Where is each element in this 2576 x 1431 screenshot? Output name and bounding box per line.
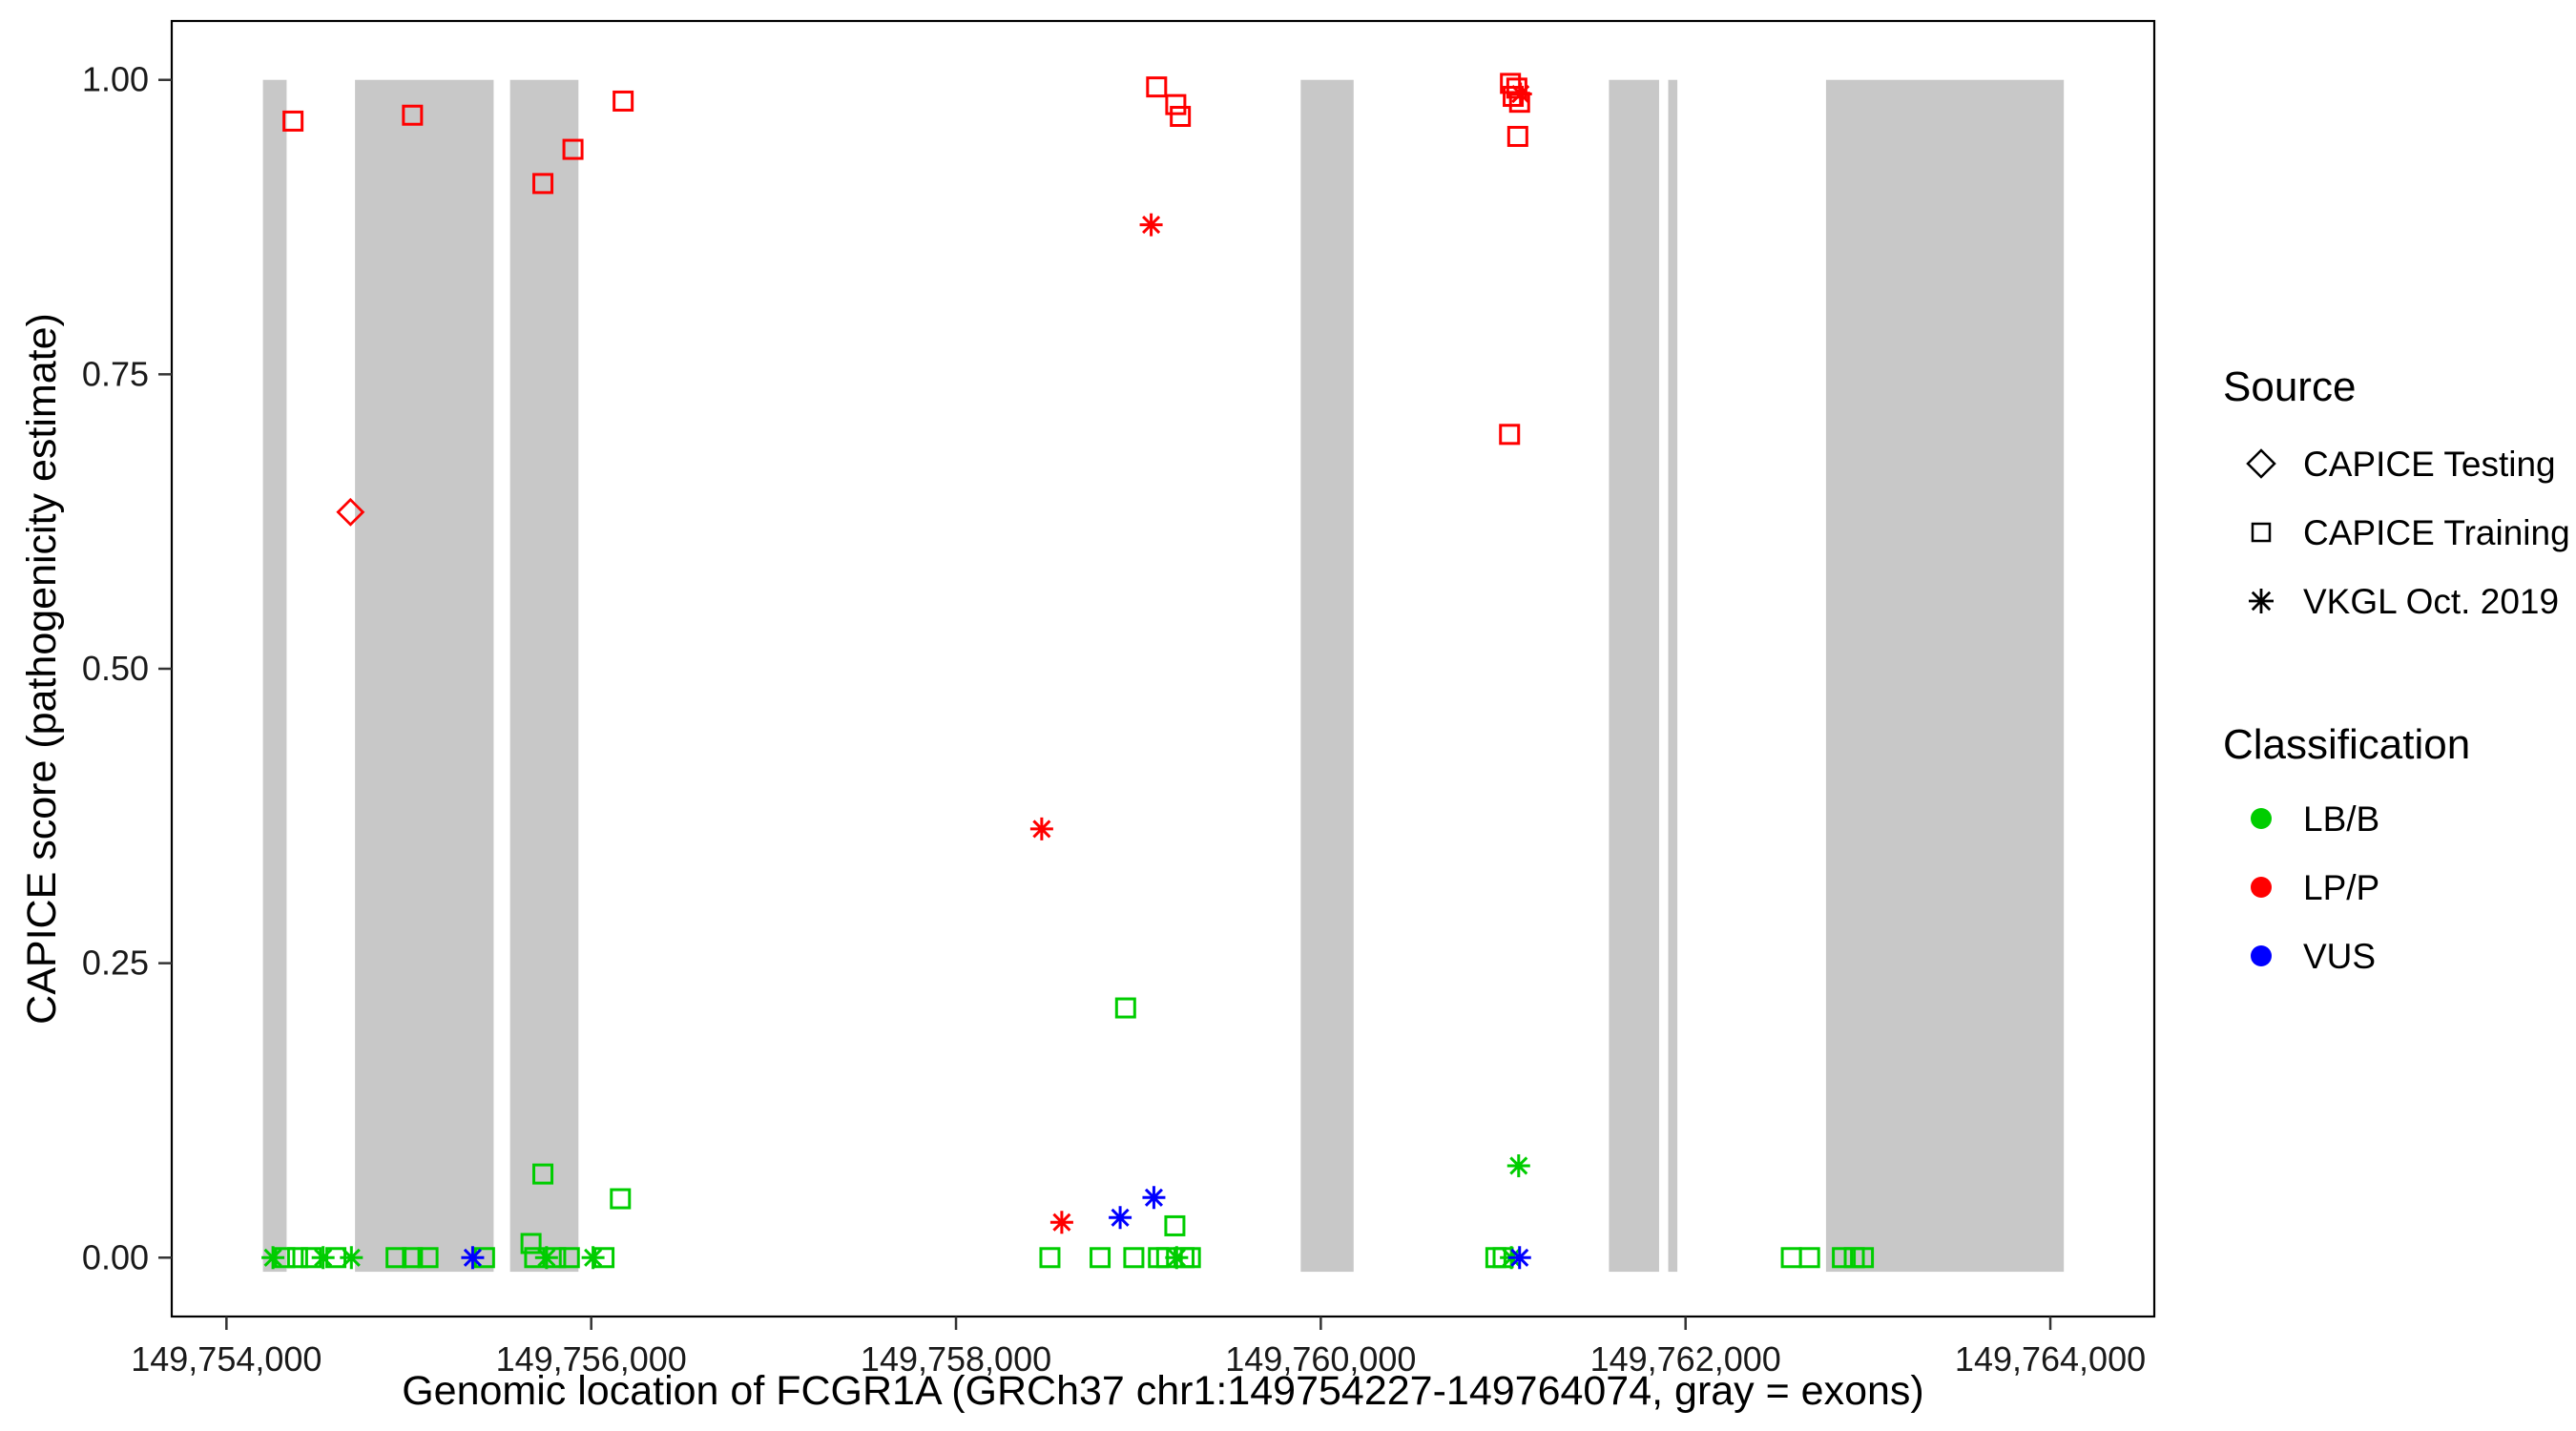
point-square [1123, 1247, 1145, 1269]
point-asterisk [1142, 1186, 1166, 1210]
exon-rect [1668, 79, 1678, 1273]
legend-item-vus: VUS [2251, 937, 2376, 976]
y-tick-label: 1.00 [82, 60, 149, 99]
legend-item-label: VKGL Oct. 2019 [2303, 582, 2559, 621]
point-square [1090, 1247, 1111, 1269]
plot-panel: 149,754,000 149,756,000 149,758,000 149,760… [82, 19, 2156, 1379]
point-asterisk [311, 1246, 335, 1270]
exon-rect [1825, 79, 2065, 1273]
diamond-icon [2246, 448, 2276, 479]
point-square [1039, 1247, 1061, 1269]
point-square [1170, 105, 1192, 127]
point-square [1506, 125, 1528, 147]
point-square [1499, 424, 1521, 446]
point-square [1146, 76, 1168, 98]
square-icon [2251, 522, 2272, 543]
point-square [1853, 1247, 1875, 1269]
exon-rect [509, 79, 579, 1273]
legend-item-capice-testing: CAPICE Testing [2246, 445, 2556, 484]
point-square [520, 1233, 542, 1255]
point-square [1780, 1247, 1802, 1269]
point-square [1114, 997, 1136, 1019]
legend-item-label: LB/B [2303, 799, 2379, 839]
y-tick-label: 0.25 [82, 944, 149, 983]
point-asterisk [1506, 1153, 1530, 1177]
point-asterisk [461, 1246, 485, 1270]
point-square [558, 1247, 580, 1269]
legend-item-label: LP/P [2303, 868, 2379, 907]
point-square [282, 110, 304, 132]
point-square [532, 1163, 554, 1185]
legend-source-title: Source [2223, 363, 2356, 410]
x-tick-label: 149,762,000 [1590, 1339, 1781, 1379]
point-square [610, 1188, 632, 1210]
legend: Source CAPICE Testing CAPICE Training VK… [2223, 363, 2570, 976]
point-asterisk [1507, 1246, 1531, 1270]
y-tick-label: 0.75 [82, 354, 149, 393]
point-asterisk [261, 1246, 285, 1270]
legend-item-vkgl: VKGL Oct. 2019 [2249, 582, 2559, 621]
legend-item-lbb: LB/B [2251, 799, 2379, 839]
point-asterisk [340, 1246, 364, 1270]
point-square [417, 1247, 439, 1269]
exon-rect [262, 79, 287, 1273]
legend-item-label: VUS [2303, 937, 2376, 976]
point-asterisk [1049, 1211, 1073, 1234]
point-asterisk [1139, 213, 1163, 237]
point-asterisk [534, 1246, 558, 1270]
exon-rect [1300, 79, 1354, 1273]
point-asterisk [1029, 817, 1053, 840]
x-axis-title: Genomic location of FCGR1A (GRCh37 chr1:… [402, 1368, 1924, 1414]
legend-item-label: CAPICE Training [2303, 513, 2570, 552]
point-asterisk [1109, 1206, 1132, 1230]
point-square [1164, 1214, 1186, 1236]
x-tick-label: 149,760,000 [1225, 1339, 1416, 1379]
legend-classification-title: Classification [2223, 721, 2470, 768]
point-square [402, 104, 424, 126]
point-square [532, 173, 554, 195]
point-asterisk [581, 1246, 605, 1270]
vus-dot-icon [2251, 945, 2272, 966]
point-square [613, 90, 634, 112]
y-axis-title: CAPICE score (pathogenicity estimate) [19, 313, 65, 1025]
point-square [562, 138, 584, 160]
x-tick-label: 149,758,000 [861, 1339, 1051, 1379]
exon-rect [355, 79, 494, 1273]
y-tick-label: 0.00 [82, 1237, 149, 1276]
asterisk-icon [2249, 589, 2274, 613]
legend-item-capice-training: CAPICE Training [2251, 513, 2570, 552]
point-square [1165, 93, 1187, 115]
x-tick-label: 149,756,000 [496, 1339, 687, 1379]
x-tick-label: 149,754,000 [131, 1339, 322, 1379]
point-square [286, 1247, 308, 1269]
legend-item-label: CAPICE Testing [2303, 445, 2556, 484]
point-asterisk [1165, 1246, 1189, 1270]
lpp-dot-icon [2251, 877, 2272, 898]
lbb-dot-icon [2251, 808, 2272, 829]
point-square [1832, 1247, 1854, 1269]
point-square [402, 1247, 424, 1269]
point-square [1798, 1247, 1820, 1269]
legend-item-lpp: LP/P [2251, 868, 2379, 907]
exon-rect [1609, 79, 1659, 1273]
y-tick-label: 0.50 [82, 649, 149, 688]
point-diamond [336, 497, 365, 527]
point-square [385, 1247, 407, 1269]
x-tick-label: 149,764,000 [1955, 1339, 2146, 1379]
point-asterisk [1508, 82, 1532, 106]
